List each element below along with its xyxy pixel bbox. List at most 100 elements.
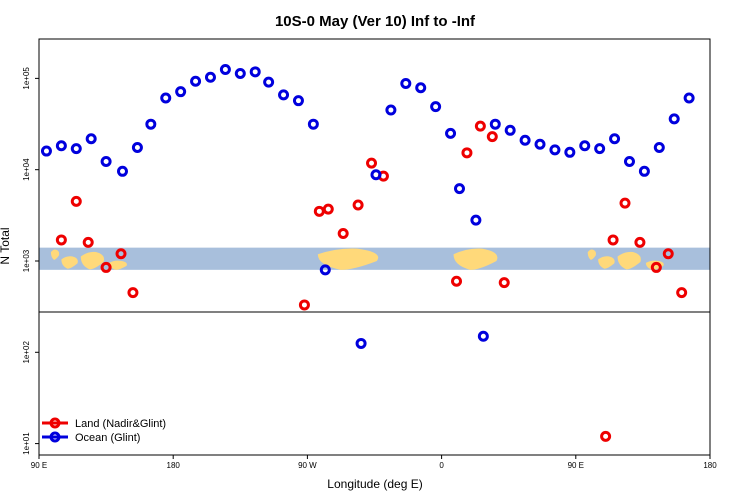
ocean-point [319, 264, 331, 276]
legend-label-ocean: Ocean (Glint) [75, 432, 140, 444]
ocean-point [263, 76, 275, 88]
land-point [676, 287, 688, 299]
ocean-point [278, 89, 290, 101]
ocean-point [653, 141, 665, 153]
ocean-point [477, 330, 489, 342]
ocean-point [549, 144, 561, 156]
land-point [451, 275, 463, 287]
y-tick-label: 1e+02 [22, 341, 31, 364]
ocean-point [55, 140, 67, 152]
ocean-point [623, 155, 635, 167]
map-land-australia [109, 260, 127, 270]
ocean-point [160, 92, 172, 104]
ocean-point [40, 145, 52, 157]
ocean-point [400, 77, 412, 89]
map-land-sumatra-repeat [587, 249, 596, 260]
ocean-point [370, 169, 382, 181]
x-tick-label: 180 [167, 461, 181, 470]
ocean-point [564, 146, 576, 158]
land-point [662, 248, 674, 260]
x-tick-label: 90 E [31, 461, 47, 470]
land-point [352, 199, 364, 211]
land-point [607, 234, 619, 246]
ocean-point [204, 71, 216, 83]
land-point [55, 234, 67, 246]
ocean-point [668, 113, 680, 125]
legend-marker-land [49, 417, 61, 429]
x-tick-label: 90 E [568, 461, 584, 470]
ocean-point [445, 127, 457, 139]
ocean-point [307, 118, 319, 130]
land-point [337, 228, 349, 240]
land-point [322, 203, 334, 215]
map-land-sumatra [50, 249, 60, 260]
ocean-point [117, 165, 129, 177]
ocean-point [85, 133, 97, 145]
background-map-band [39, 247, 710, 270]
y-tick-label: 1e+05 [22, 67, 31, 90]
map-land-sulawesi-guinea [80, 251, 105, 270]
legend-marker-ocean [49, 431, 61, 443]
ocean-point [534, 138, 546, 150]
land-point [100, 261, 112, 273]
ocean-point [470, 214, 482, 226]
ocean-point [683, 92, 695, 104]
land-point [366, 157, 378, 169]
y-tick-label: 1e+04 [22, 158, 31, 181]
ocean-point [609, 133, 621, 145]
data-points [40, 64, 695, 442]
legend-item-ocean: Ocean (Glint) [42, 431, 140, 444]
ocean-point [579, 140, 591, 152]
ocean-point [234, 68, 246, 80]
y-axis-title: N Total [0, 227, 12, 264]
y-tick-label: 1e+03 [22, 249, 31, 272]
map-land-sulawesi-guinea-repeat [617, 251, 641, 270]
x-tick-label: 180 [703, 461, 717, 470]
land-point [498, 277, 510, 289]
land-point [70, 195, 82, 207]
ocean-point [145, 118, 157, 130]
ocean-point [70, 143, 82, 155]
land-point [461, 147, 473, 159]
land-point [313, 205, 325, 217]
ocean-point [175, 86, 187, 98]
chart-title: 10S-0 May (Ver 10) Inf to -Inf [275, 13, 476, 30]
ocean-point [489, 118, 501, 130]
ocean-point [519, 134, 531, 146]
land-point [486, 131, 498, 143]
x-tick-label: 0 [439, 461, 444, 470]
legend-item-land: Land (Nadir&Glint) [42, 417, 166, 430]
land-point [115, 248, 127, 260]
ocean-point [190, 75, 202, 87]
ocean-point [453, 183, 465, 195]
y-tick-label: 1e+01 [22, 432, 31, 455]
ocean-point [504, 124, 516, 136]
map-land-africa [453, 248, 498, 270]
legend-label-land: Land (Nadir&Glint) [75, 418, 166, 430]
ocean-point [385, 104, 397, 116]
ocean-point [355, 337, 367, 349]
ocean-point [249, 66, 261, 78]
map-land-java-borneo-repeat [598, 256, 615, 269]
map-land-south-america [317, 248, 379, 270]
ocean-point [430, 101, 442, 113]
land-point [650, 261, 662, 273]
land-point [600, 430, 612, 442]
land-point [82, 236, 94, 248]
x-axis: 90 E 180 90 W 0 90 E 180 [31, 455, 717, 470]
map-land-java-borneo [61, 256, 78, 269]
ocean-point [219, 64, 231, 76]
legend: Land (Nadir&Glint) Ocean (Glint) [42, 417, 166, 444]
x-axis-title: Longitude (deg E) [327, 477, 422, 491]
land-point [127, 287, 139, 299]
ocean-point [415, 82, 427, 94]
ocean-point [100, 155, 112, 167]
ocean-point [638, 165, 650, 177]
land-point [619, 197, 631, 209]
land-point [634, 236, 646, 248]
plot-frame [38, 38, 711, 456]
land-point [298, 299, 310, 311]
land-point [474, 120, 486, 132]
y-axis: 1e+01 1e+02 1e+03 1e+04 1e+05 [22, 67, 39, 455]
